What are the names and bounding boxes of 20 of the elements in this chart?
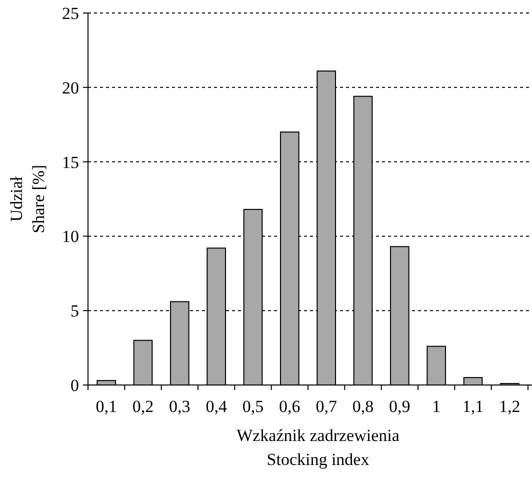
y-tick-label: 5	[70, 302, 79, 321]
x-tick-label: 0,7	[316, 397, 338, 416]
x-tick-label: 0,9	[389, 397, 410, 416]
y-tick-label: 0	[70, 376, 79, 395]
y-tick-label: 25	[62, 4, 79, 23]
y-tick-label: 15	[62, 152, 79, 172]
x-tick-label: 0,5	[242, 397, 264, 416]
x-axis-title: Wzkaźnik zadrzewienia Stocking index	[236, 426, 400, 469]
y-tick-label: 20	[62, 78, 79, 98]
x-tick-label: 1,1	[462, 397, 484, 416]
x-tick-label: 0,3	[169, 397, 190, 416]
y-axis-title: Udział Share [%]	[7, 164, 48, 234]
x-tick-label: 0,4	[206, 397, 228, 416]
x-tick-label: 0,8	[352, 397, 374, 416]
x-tick-label: 0,1	[96, 397, 117, 416]
x-tick-label: 0,6	[279, 397, 300, 416]
x-tick-label: 1	[432, 397, 441, 416]
y-tick-label: 10	[62, 227, 79, 246]
x-tick-label: 0,2	[132, 397, 154, 416]
x-tick-label: 1,2	[499, 397, 520, 416]
